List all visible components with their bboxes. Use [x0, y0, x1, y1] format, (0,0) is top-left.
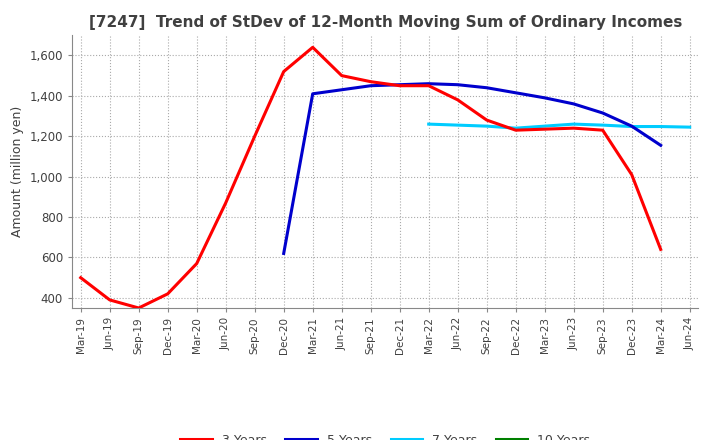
3 Years [598, 128, 607, 133]
5 Years [657, 143, 665, 148]
7 Years [598, 122, 607, 128]
5 Years [541, 95, 549, 100]
5 Years [482, 85, 491, 90]
3 Years [163, 291, 172, 297]
3 Years [279, 69, 288, 74]
Line: 5 Years: 5 Years [284, 84, 661, 253]
7 Years [685, 125, 694, 130]
3 Years [395, 83, 404, 88]
5 Years [424, 81, 433, 86]
7 Years [454, 122, 462, 128]
3 Years [570, 125, 578, 131]
Title: [7247]  Trend of StDev of 12-Month Moving Sum of Ordinary Incomes: [7247] Trend of StDev of 12-Month Moving… [89, 15, 682, 30]
3 Years [482, 117, 491, 123]
3 Years [511, 128, 520, 133]
3 Years [657, 247, 665, 252]
3 Years [192, 261, 201, 266]
3 Years [424, 83, 433, 88]
5 Years [598, 110, 607, 116]
3 Years [221, 200, 230, 205]
Line: 7 Years: 7 Years [428, 124, 690, 128]
7 Years [570, 121, 578, 127]
3 Years [135, 305, 143, 311]
Y-axis label: Amount (million yen): Amount (million yen) [11, 106, 24, 237]
5 Years [570, 101, 578, 106]
Legend: 3 Years, 5 Years, 7 Years, 10 Years: 3 Years, 5 Years, 7 Years, 10 Years [176, 429, 595, 440]
7 Years [511, 125, 520, 131]
3 Years [76, 275, 85, 280]
Line: 3 Years: 3 Years [81, 48, 661, 308]
3 Years [308, 45, 317, 50]
7 Years [482, 124, 491, 129]
3 Years [338, 73, 346, 78]
5 Years [338, 87, 346, 92]
3 Years [541, 127, 549, 132]
5 Years [279, 251, 288, 256]
7 Years [627, 124, 636, 129]
3 Years [627, 172, 636, 177]
7 Years [541, 124, 549, 129]
3 Years [105, 297, 114, 303]
5 Years [627, 124, 636, 129]
3 Years [454, 97, 462, 103]
7 Years [657, 124, 665, 129]
5 Years [308, 91, 317, 96]
5 Years [454, 82, 462, 88]
7 Years [424, 121, 433, 127]
3 Years [366, 79, 375, 84]
5 Years [511, 90, 520, 95]
3 Years [251, 134, 259, 139]
5 Years [395, 82, 404, 88]
5 Years [366, 83, 375, 88]
